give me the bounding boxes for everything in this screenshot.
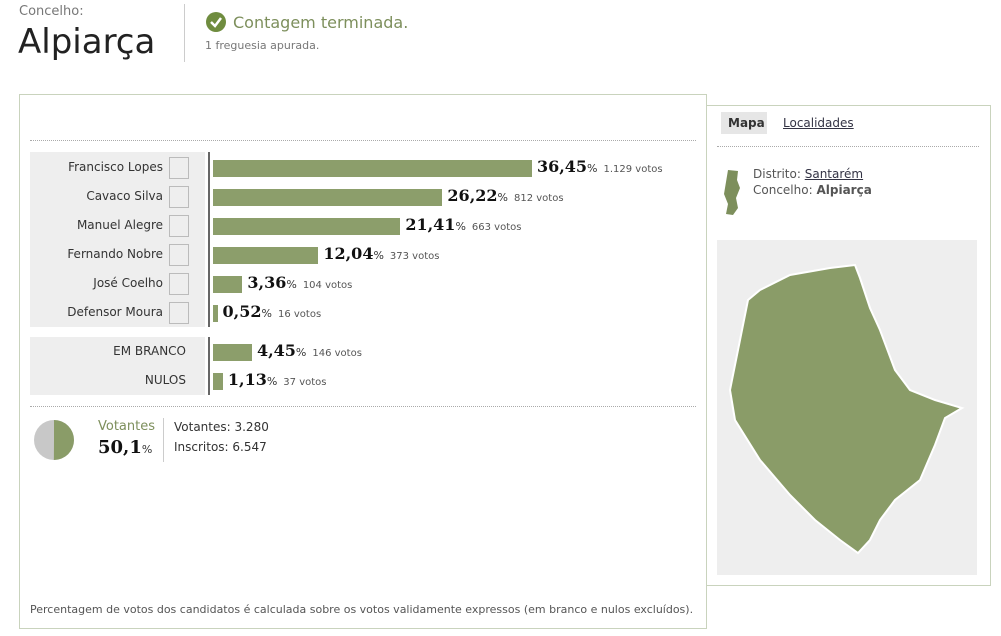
check-icon bbox=[206, 12, 226, 32]
pie-slice bbox=[53, 420, 75, 460]
distrito-link[interactable]: Santarém bbox=[804, 167, 864, 181]
others-box bbox=[30, 337, 205, 395]
header-label: Concelho: bbox=[19, 4, 84, 19]
votes: 663 votos bbox=[471, 222, 522, 233]
turnout-pie bbox=[34, 420, 75, 460]
status: Contagem terminada. bbox=[233, 13, 409, 32]
turnout-label: Votantes bbox=[98, 419, 156, 434]
percent-sign: % bbox=[141, 443, 153, 456]
tab-bg bbox=[721, 112, 767, 134]
votes: 1.129 votos bbox=[603, 164, 663, 175]
bar bbox=[213, 373, 223, 390]
percent: 12,04 bbox=[323, 244, 374, 263]
value-label: 1,13% 37 votos bbox=[228, 370, 327, 389]
percent-sign: % bbox=[261, 307, 272, 320]
value-label: 3,36% 104 votos bbox=[247, 273, 352, 292]
turnout-value: 50,1% bbox=[98, 437, 152, 458]
percent-sign: % bbox=[497, 191, 508, 204]
value-label: 26,22% 812 votos bbox=[447, 186, 563, 205]
avatar bbox=[169, 302, 189, 324]
value-label: 4,45% 146 votos bbox=[257, 341, 362, 360]
row-name: Fernando Nobre bbox=[67, 247, 163, 261]
axis-line bbox=[208, 337, 210, 395]
percent-sign: % bbox=[266, 375, 278, 388]
map bbox=[717, 240, 977, 575]
votantes: Votantes: 3.280 bbox=[174, 420, 269, 434]
percent-sign: % bbox=[295, 346, 307, 359]
row-name: Cavaco Silva bbox=[86, 189, 163, 203]
avatar bbox=[169, 186, 189, 208]
row-name: NULOS bbox=[144, 373, 186, 387]
percent: 1,13 bbox=[227, 370, 267, 389]
percent-sign: % bbox=[587, 162, 598, 175]
row-name: Manuel Alegre bbox=[76, 218, 163, 232]
concelho: Alpiarça bbox=[816, 183, 872, 197]
portugal-icon bbox=[724, 170, 740, 215]
percent: 21,41 bbox=[405, 215, 456, 234]
bar bbox=[213, 189, 443, 206]
percent: 4,45 bbox=[256, 341, 296, 360]
separator bbox=[30, 406, 696, 407]
row-name: José Coelho bbox=[93, 276, 163, 290]
row-name: EM BRANCO bbox=[113, 344, 186, 358]
bar bbox=[213, 276, 243, 293]
votes: 37 votos bbox=[283, 377, 327, 388]
axis-line bbox=[208, 152, 210, 327]
votes: 812 votos bbox=[513, 193, 564, 204]
votes: 104 votos bbox=[302, 280, 353, 291]
percent-sign: % bbox=[286, 278, 297, 291]
header-name: Alpiarça bbox=[18, 22, 156, 62]
percent: 0,52 bbox=[222, 302, 262, 321]
turnout-percent: 50,1 bbox=[98, 437, 142, 458]
avatar bbox=[169, 157, 189, 179]
separator bbox=[717, 146, 979, 147]
bar bbox=[213, 247, 319, 264]
divider bbox=[163, 418, 164, 462]
votes: 146 votos bbox=[312, 348, 362, 359]
concelho-label: Concelho: bbox=[753, 183, 813, 197]
votes: 373 votos bbox=[389, 251, 440, 262]
row-name: Francisco Lopes bbox=[68, 160, 163, 174]
percent: 36,45 bbox=[536, 157, 588, 176]
separator bbox=[30, 140, 696, 141]
distrito-label: Distrito: bbox=[753, 167, 801, 181]
bar bbox=[213, 305, 218, 322]
footnote: Percentagem de votos dos candidatos é ca… bbox=[30, 603, 694, 616]
row-name: Defensor Moura bbox=[67, 305, 163, 319]
tab[interactable]: Mapa bbox=[728, 116, 765, 130]
tab[interactable]: Localidades bbox=[783, 116, 854, 130]
value-label: 21,41% 663 votos bbox=[405, 215, 521, 234]
percent-sign: % bbox=[373, 249, 384, 262]
value-label: 36,45% 1.129 votos bbox=[537, 157, 663, 176]
avatar bbox=[169, 273, 189, 295]
note: 1 freguesia apurada. bbox=[205, 39, 320, 52]
percent: 3,36 bbox=[247, 273, 287, 292]
bar bbox=[213, 160, 532, 177]
inscritos: Inscritos: 6.547 bbox=[174, 440, 267, 454]
bar bbox=[213, 218, 401, 235]
avatar bbox=[169, 244, 189, 266]
percent: 26,22 bbox=[447, 186, 498, 205]
votes: 16 votos bbox=[277, 309, 322, 320]
percent-sign: % bbox=[455, 220, 466, 233]
avatar bbox=[169, 215, 189, 237]
bar bbox=[213, 344, 252, 361]
candidates-box bbox=[30, 152, 205, 327]
value-label: 0,52% 16 votos bbox=[223, 302, 322, 321]
divider bbox=[184, 4, 185, 62]
value-label: 12,04% 373 votos bbox=[323, 244, 439, 263]
